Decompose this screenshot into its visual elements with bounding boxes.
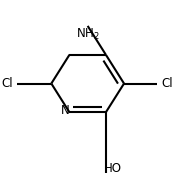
Text: NH$_2$: NH$_2$: [76, 27, 100, 42]
Text: HO: HO: [104, 161, 122, 175]
Text: Cl: Cl: [1, 77, 13, 90]
Text: Cl: Cl: [161, 77, 173, 90]
Text: N: N: [61, 104, 69, 117]
